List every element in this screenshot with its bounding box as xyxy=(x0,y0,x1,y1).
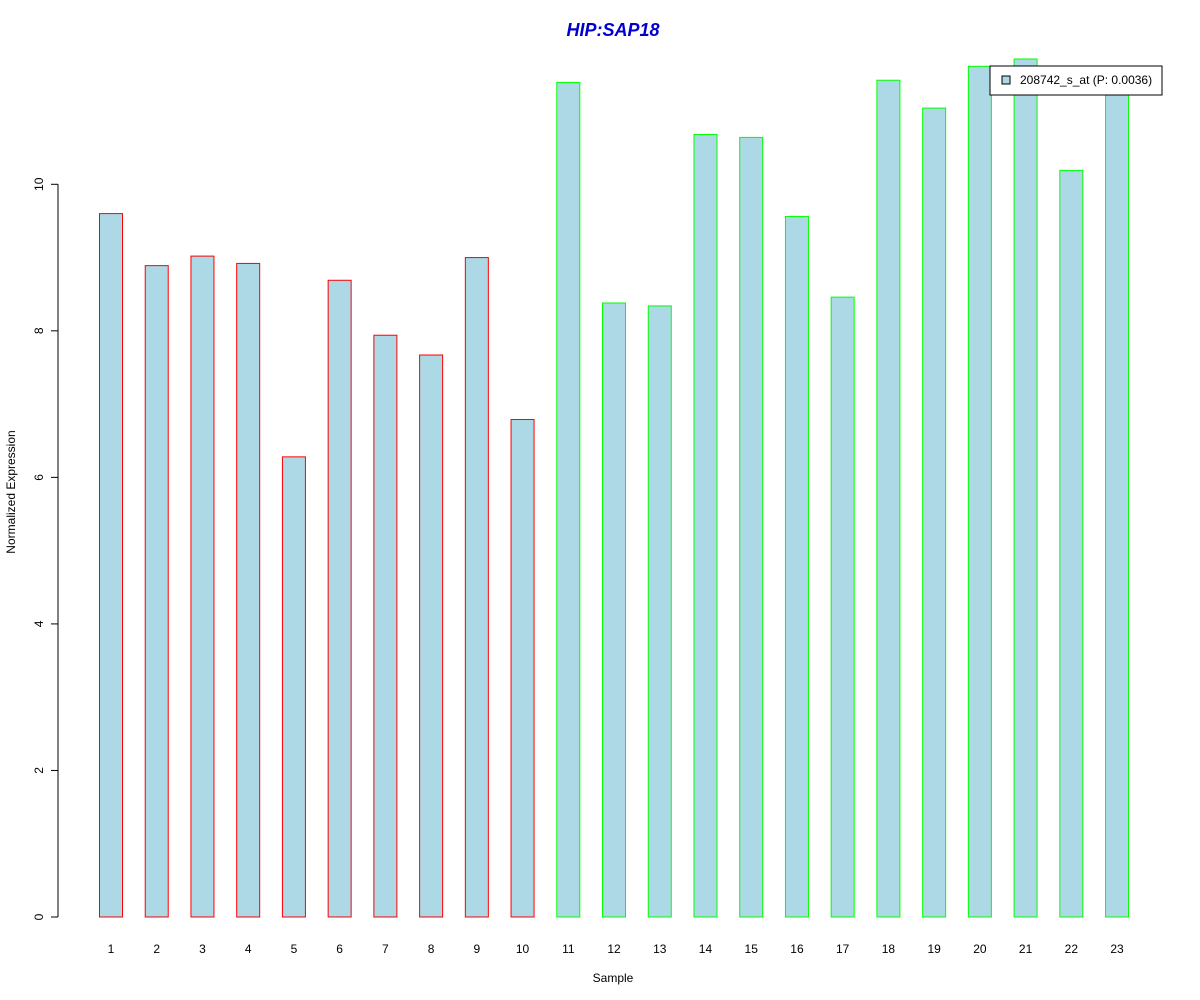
x-tick-label: 11 xyxy=(562,942,575,956)
bar xyxy=(602,302,627,918)
bar xyxy=(144,265,169,918)
x-tick-label: 18 xyxy=(882,942,896,956)
x-tick-label: 22 xyxy=(1065,942,1079,956)
bar xyxy=(967,65,992,918)
x-tick-label: 17 xyxy=(836,942,850,956)
bar xyxy=(99,213,123,918)
bar xyxy=(876,79,901,918)
x-tick-label: 23 xyxy=(1110,942,1124,956)
bar xyxy=(784,216,809,918)
legend-label: 208742_s_at (P: 0.0036) xyxy=(1020,73,1152,87)
x-tick-label: 9 xyxy=(473,942,480,956)
bar xyxy=(327,279,352,918)
x-tick-label: 20 xyxy=(973,942,987,956)
bar xyxy=(281,456,306,918)
bar xyxy=(1013,58,1038,918)
y-tick-label: 0 xyxy=(32,913,46,920)
x-tick-label: 15 xyxy=(745,942,759,956)
x-tick-label: 10 xyxy=(516,942,530,956)
x-tick-label: 14 xyxy=(699,942,713,956)
y-tick-label: 6 xyxy=(32,474,46,481)
bar xyxy=(556,81,581,918)
x-tick-label: 21 xyxy=(1019,942,1033,956)
y-tick-label: 10 xyxy=(32,177,46,191)
bar xyxy=(693,133,718,918)
bar xyxy=(1105,88,1130,918)
bar xyxy=(1059,169,1084,918)
y-tick-label: 2 xyxy=(32,767,46,774)
chart-title: HIP:SAP18 xyxy=(566,20,659,40)
bar xyxy=(464,257,489,918)
bar xyxy=(830,296,855,918)
x-tick-label: 8 xyxy=(428,942,435,956)
x-axis-label: Sample xyxy=(593,971,634,985)
x-tick-label: 16 xyxy=(790,942,804,956)
bar xyxy=(510,418,535,918)
x-tick-label: 12 xyxy=(607,942,621,956)
x-tick-label: 6 xyxy=(336,942,343,956)
bar xyxy=(647,305,672,918)
bar xyxy=(739,136,764,918)
x-tick-label: 1 xyxy=(108,942,115,956)
y-tick-label: 4 xyxy=(32,620,46,627)
y-axis-label: Normalized Expression xyxy=(4,430,18,553)
bar xyxy=(373,334,398,918)
bar xyxy=(190,255,215,918)
legend-box xyxy=(989,65,1163,96)
bar xyxy=(236,262,261,918)
x-tick-label: 5 xyxy=(291,942,298,956)
bar xyxy=(419,354,444,918)
bar xyxy=(922,107,947,918)
x-tick-label: 13 xyxy=(653,942,667,956)
x-tick-label: 4 xyxy=(245,942,252,956)
x-tick-label: 7 xyxy=(382,942,389,956)
y-tick-label: 8 xyxy=(32,327,46,334)
x-tick-label: 2 xyxy=(153,942,160,956)
legend-swatch xyxy=(1001,75,1011,85)
x-tick-label: 19 xyxy=(927,942,941,956)
x-tick-label: 3 xyxy=(199,942,206,956)
